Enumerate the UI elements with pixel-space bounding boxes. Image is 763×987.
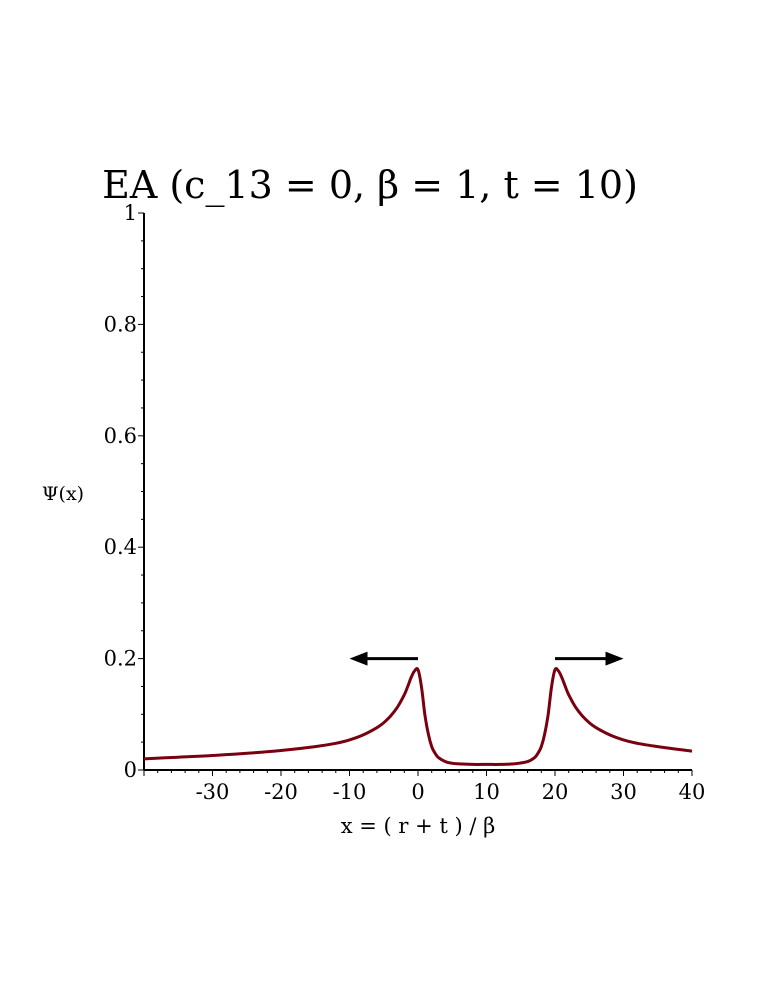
x-tick-label: -30 bbox=[196, 780, 230, 804]
x-tick-label: -20 bbox=[264, 780, 298, 804]
arrow-right bbox=[555, 651, 624, 666]
arrow-left bbox=[349, 651, 418, 666]
x-tick-label: 0 bbox=[411, 780, 424, 804]
y-tick-label: 0 bbox=[124, 758, 137, 782]
y-ticks-group: 0 0.2 0.4 0.6 0.8 1 bbox=[104, 201, 144, 782]
x-tick-label: -10 bbox=[333, 780, 367, 804]
y-tick-label: 0.4 bbox=[104, 535, 137, 559]
y-axis-label: Ψ(x) bbox=[42, 483, 84, 505]
y-tick-label: 0.2 bbox=[104, 647, 137, 671]
chart-title: EA (c_13 = 0, β = 1, t = 10) bbox=[102, 163, 638, 208]
x-tick-label: 40 bbox=[679, 780, 706, 804]
x-ticks-group: -30 -20 -10 0 10 20 30 40 bbox=[143, 770, 706, 804]
x-tick-label: 30 bbox=[610, 780, 637, 804]
y-tick-label: 0.8 bbox=[104, 312, 137, 336]
x-tick-label: 20 bbox=[542, 780, 569, 804]
y-tick-label: 0.6 bbox=[104, 424, 137, 448]
y-tick-label: 1 bbox=[124, 201, 137, 225]
x-tick-label: 10 bbox=[473, 780, 500, 804]
x-axis-label: x = ( r + t ) / β bbox=[341, 814, 496, 838]
series-line bbox=[143, 667, 693, 766]
arrow-head bbox=[349, 651, 368, 666]
annotations-group bbox=[349, 651, 624, 666]
arrow-head bbox=[605, 651, 624, 666]
